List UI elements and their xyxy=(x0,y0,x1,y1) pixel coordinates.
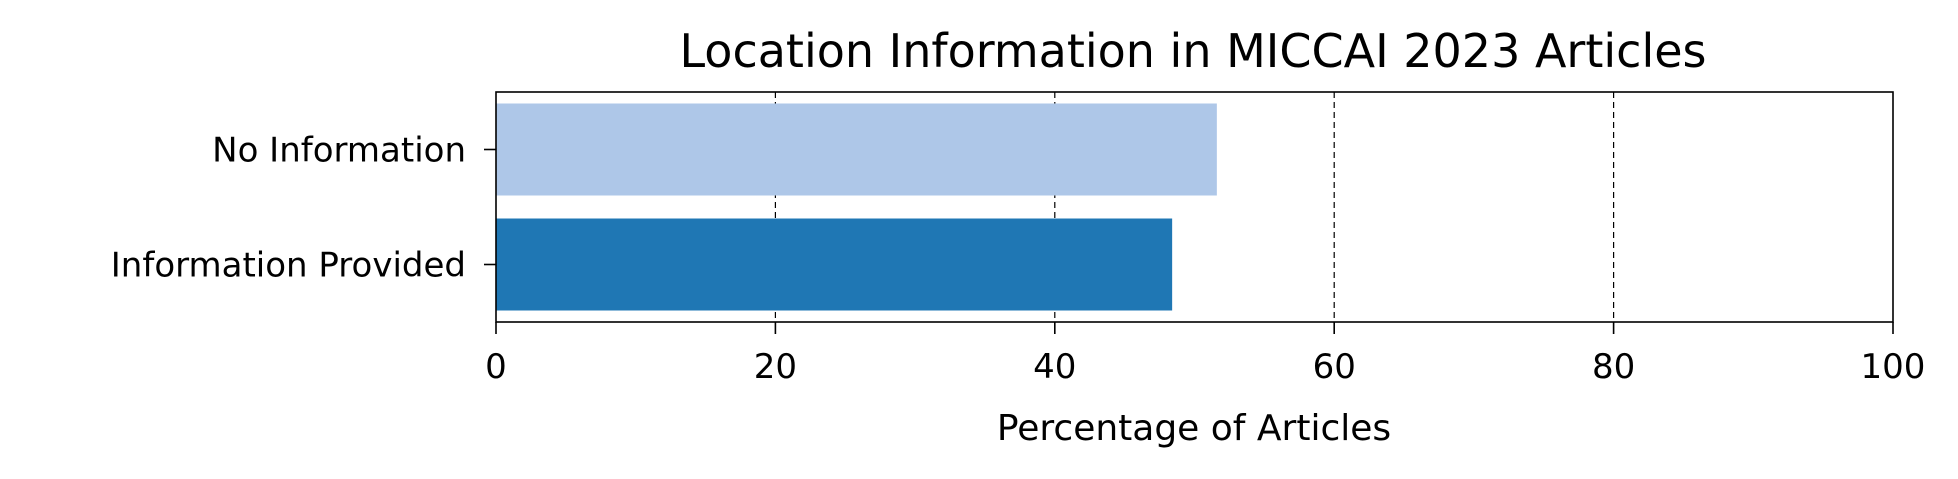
y-tick-label: No Information xyxy=(212,131,466,171)
x-tick-label: 80 xyxy=(1592,347,1635,387)
bar-no-information xyxy=(496,103,1217,196)
chart-title: Location Information in MICCAI 2023 Arti… xyxy=(679,24,1706,78)
x-tick-label: 60 xyxy=(1313,347,1356,387)
bar-information-provided xyxy=(496,218,1173,311)
y-axis: No Information Information Provided xyxy=(111,131,496,286)
x-axis: 0 20 40 60 80 100 xyxy=(485,322,1925,387)
x-tick-label: 0 xyxy=(485,347,507,387)
plot-frame xyxy=(495,91,1894,323)
x-axis-label: Percentage of Articles xyxy=(997,408,1391,449)
x-tick-label: 40 xyxy=(1033,347,1076,387)
bars xyxy=(496,103,1217,311)
x-tick-label: 20 xyxy=(754,347,797,387)
y-tick-label: Information Provided xyxy=(111,246,466,286)
x-tick-label: 100 xyxy=(1861,347,1926,387)
